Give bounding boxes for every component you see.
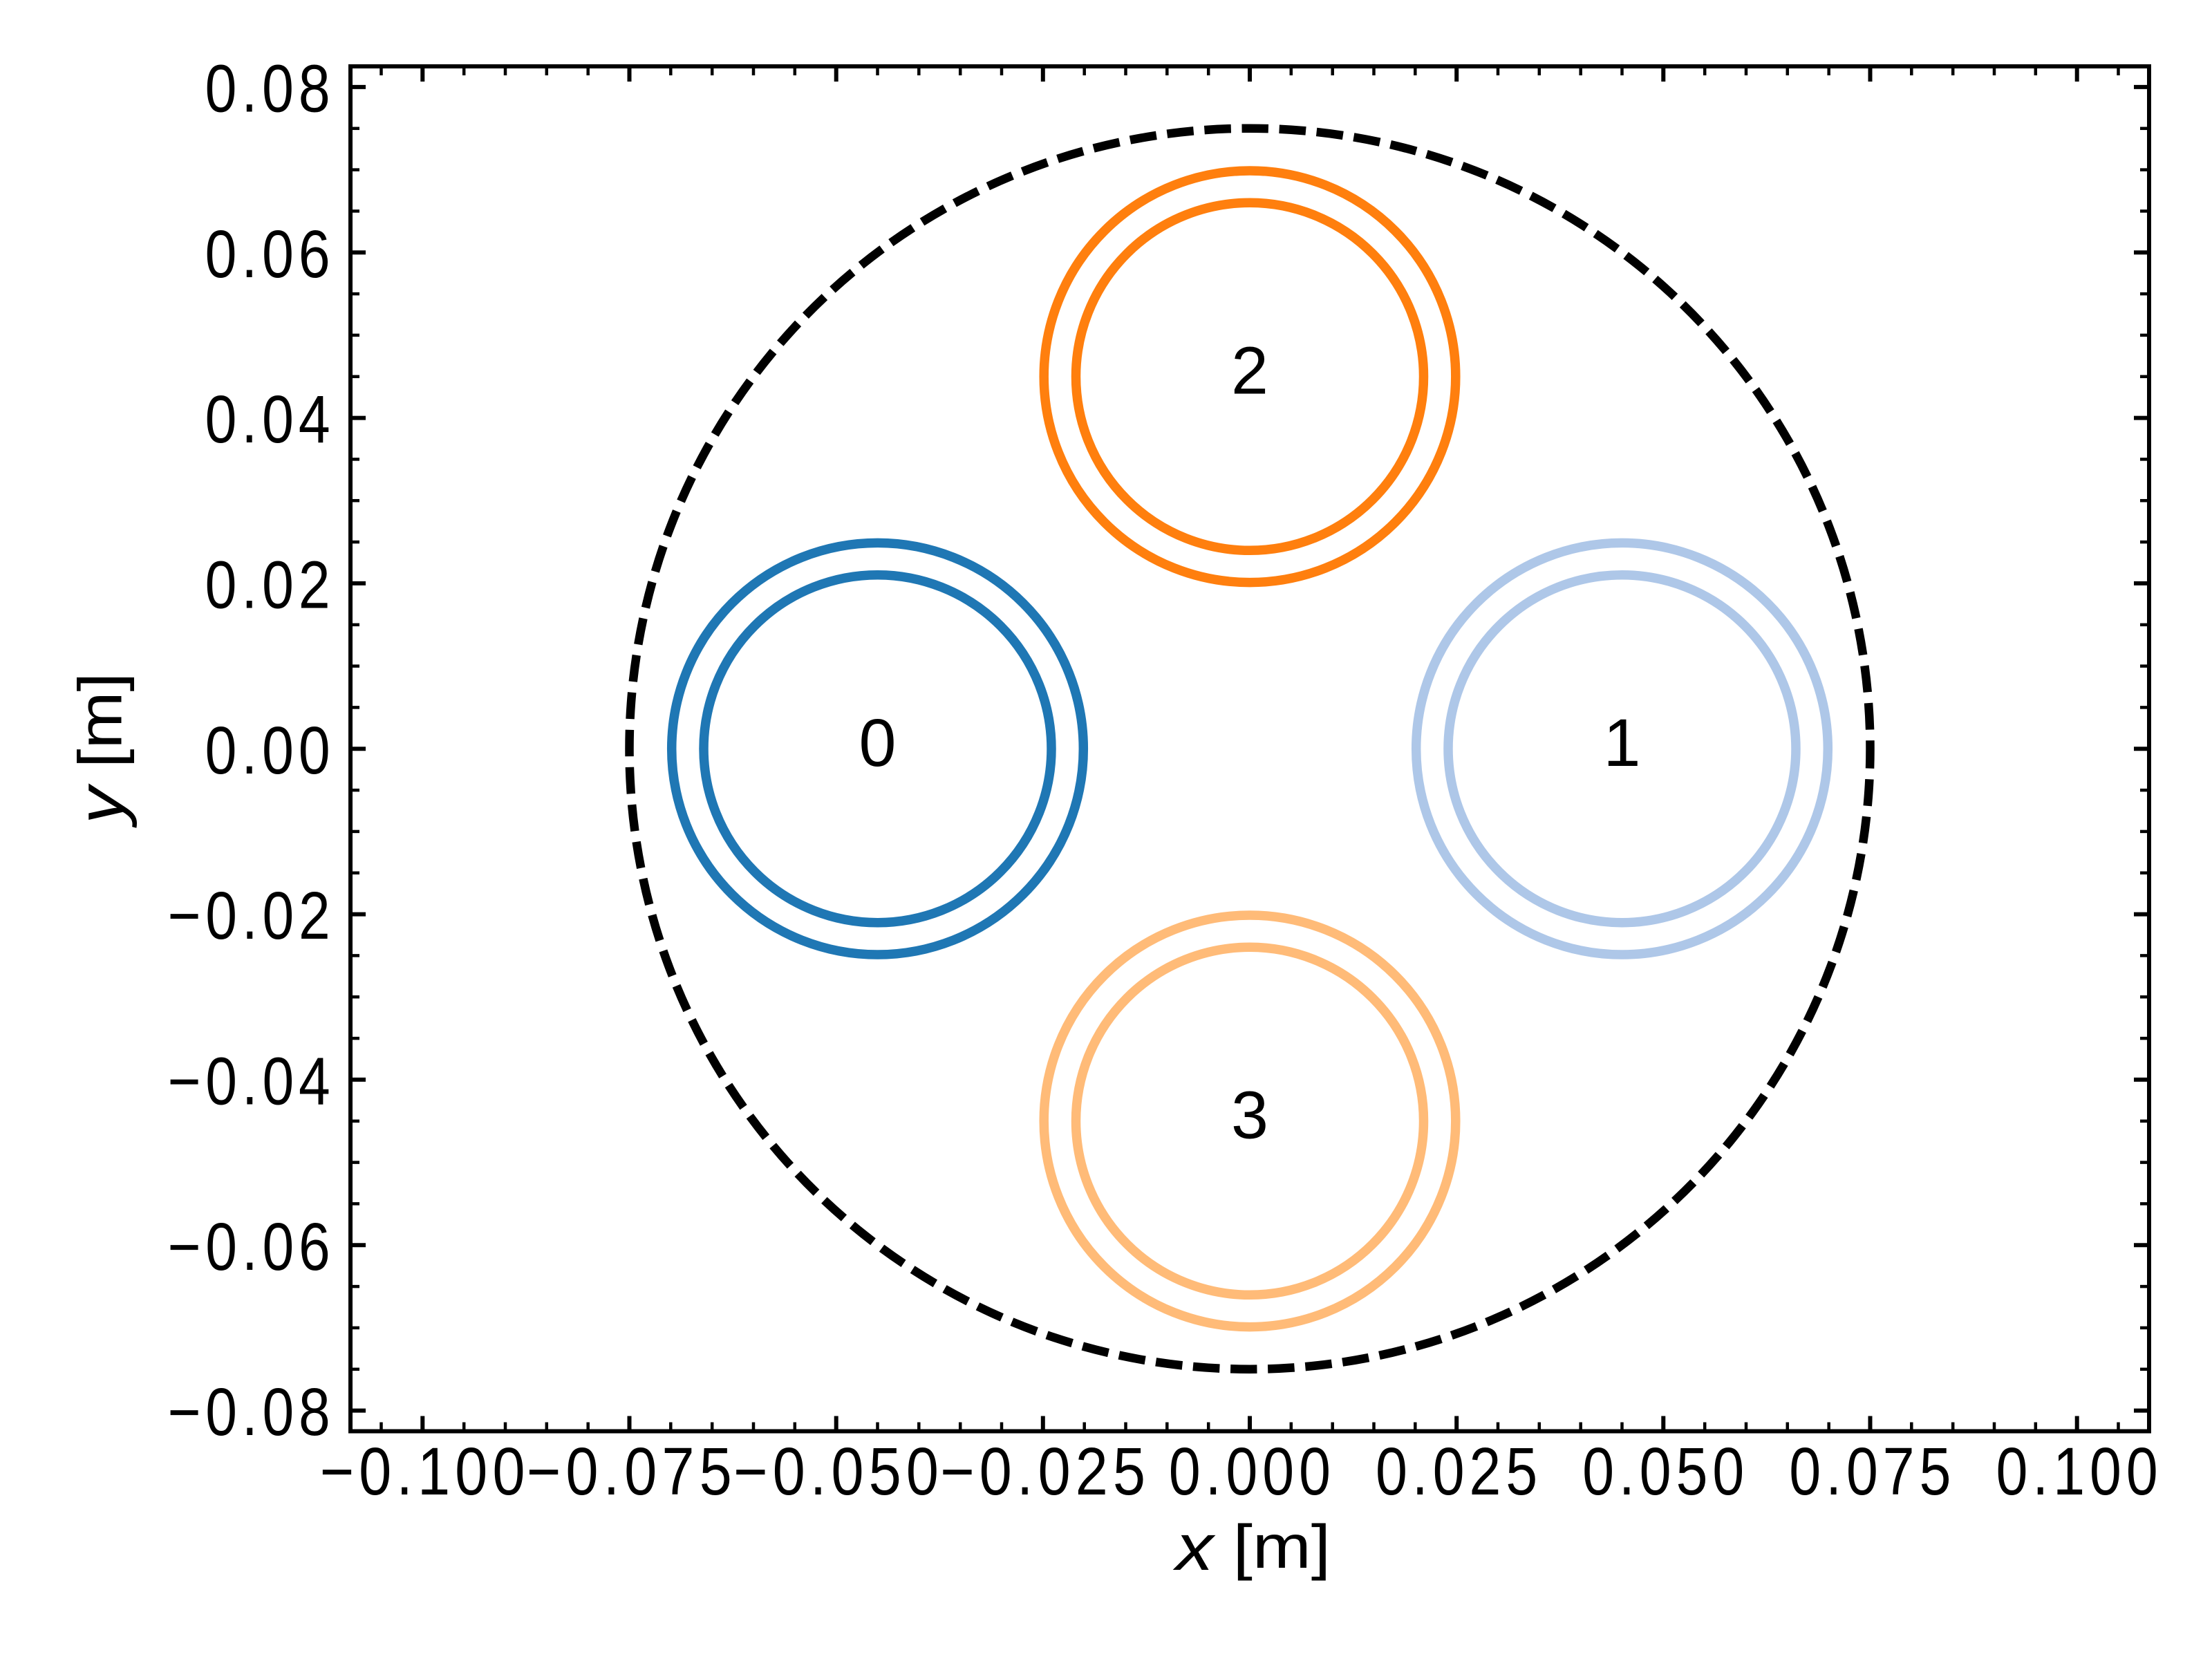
svg-text:−0.075: −0.075 (527, 1434, 737, 1509)
svg-text:0.06: 0.06 (205, 216, 335, 292)
svg-text:x [m]: x [m] (1172, 1511, 1331, 1584)
svg-text:3: 3 (1231, 1077, 1268, 1152)
svg-text:0.00: 0.00 (205, 713, 335, 788)
svg-text:y [m]: y [m] (65, 673, 138, 829)
svg-text:0.08: 0.08 (205, 50, 335, 126)
svg-text:1: 1 (1604, 705, 1641, 780)
svg-text:−0.04: −0.04 (168, 1043, 335, 1118)
svg-text:−0.050: −0.050 (733, 1434, 944, 1509)
svg-text:0.000: 0.000 (1169, 1434, 1335, 1509)
svg-text:0.025: 0.025 (1376, 1434, 1542, 1509)
svg-text:0.04: 0.04 (205, 382, 335, 457)
svg-text:0.050: 0.050 (1582, 1434, 1749, 1509)
svg-text:2: 2 (1231, 332, 1268, 408)
svg-text:0: 0 (859, 705, 897, 780)
svg-text:−0.08: −0.08 (168, 1374, 335, 1450)
svg-text:−0.100: −0.100 (320, 1434, 530, 1509)
svg-text:−0.025: −0.025 (940, 1434, 1150, 1509)
svg-text:0.075: 0.075 (1789, 1434, 1956, 1509)
svg-text:0.100: 0.100 (1996, 1434, 2163, 1509)
svg-text:−0.02: −0.02 (168, 878, 335, 953)
svg-text:0.02: 0.02 (205, 547, 335, 622)
svg-text:−0.06: −0.06 (168, 1209, 335, 1284)
